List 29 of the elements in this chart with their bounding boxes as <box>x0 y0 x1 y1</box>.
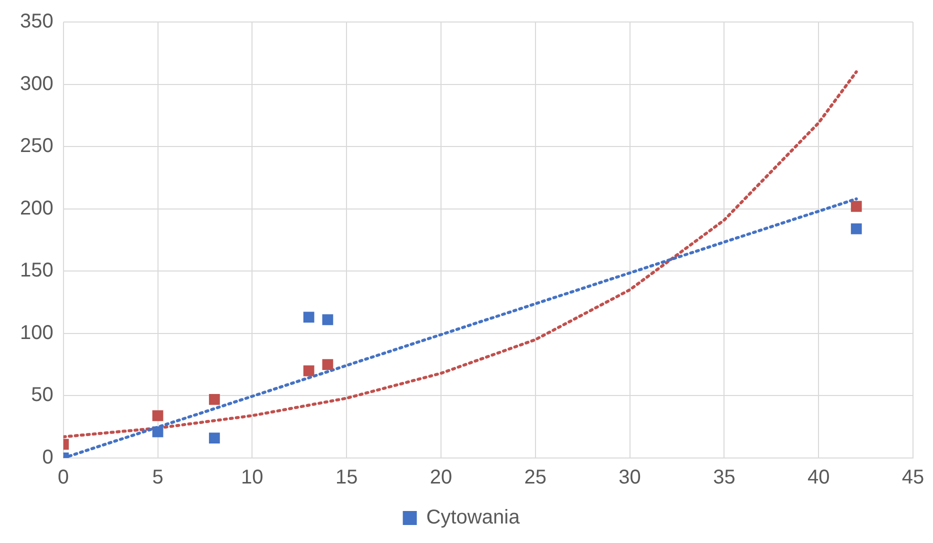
point <box>208 432 220 444</box>
x-tick-label: 35 <box>713 466 736 489</box>
y-tick-label: 150 <box>20 260 54 282</box>
point <box>322 359 334 370</box>
point <box>303 365 314 376</box>
y-tick-label: 100 <box>20 322 54 344</box>
point <box>152 410 164 422</box>
x-tick-label: 20 <box>430 466 452 489</box>
x-tick-label: 5 <box>152 466 164 489</box>
y-tick-label: 200 <box>20 197 54 220</box>
x-tick-label: 15 <box>335 466 358 489</box>
point <box>208 394 220 405</box>
point <box>303 312 314 323</box>
point <box>850 200 862 212</box>
y-tick-label: 0 <box>42 446 54 469</box>
x-tick-label: 30 <box>618 466 641 489</box>
point <box>322 314 334 326</box>
y-tick-label: 250 <box>20 135 54 158</box>
point <box>850 223 862 234</box>
x-tick-label: 0 <box>58 466 69 489</box>
y-tick-label: 50 <box>31 384 54 406</box>
y-tick-label: 300 <box>20 72 54 95</box>
x-tick-label: 10 <box>241 466 264 489</box>
legend-label: Cytowania <box>426 506 521 529</box>
y-tick-label: 350 <box>20 10 54 33</box>
x-tick-label: 40 <box>807 466 830 489</box>
point <box>152 426 164 438</box>
x-tick-label: 25 <box>524 466 547 489</box>
x-tick-label: 45 <box>902 466 924 489</box>
